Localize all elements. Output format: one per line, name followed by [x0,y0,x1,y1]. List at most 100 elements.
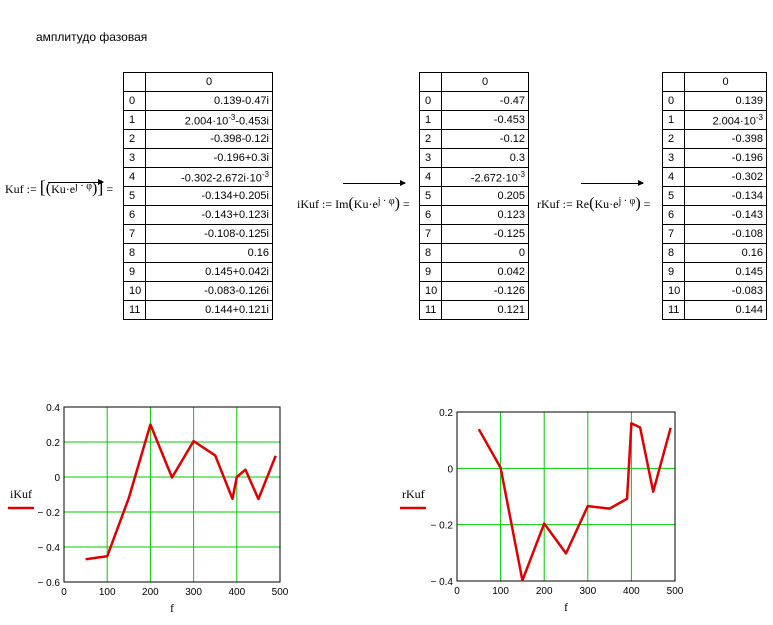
cell-value: -0.108 [684,224,767,244]
cell-value-text: -0.12 [499,133,525,145]
rkuf-lhs: rKuf [537,197,560,211]
cell-value: 0 [441,243,529,263]
cell-value-text: -0.302-2.672i·10 [181,172,262,185]
table-row: 4 -2.672·10-3 [419,167,529,187]
cell-exponent: -3 [228,112,236,122]
cell-value: -2.672·10-3 [441,167,529,187]
table-row: 2 -0.12 [419,129,529,149]
equals-operator: = [643,197,651,211]
x-axis-label: f [564,600,568,614]
cell-value-text: 0.16 [741,247,763,259]
table-row: 2 -0.398-0.12i [123,129,273,149]
cell-value: -0.196 [684,148,767,168]
x-tick-label: 0 [454,586,460,597]
row-index: 9 [662,262,685,282]
rkuf-definition: rKuf := Re(Ku·ej · φ) = [537,195,651,212]
expr-exponent: j · φ [75,181,92,192]
cell-value: 0.145+0.042i [145,262,273,282]
cell-value-text: 0 [518,247,525,259]
rkuf-plot-group: 0 100 200 300 400 500 0.2 0 − 0.2 − 0.4 f rKuf [400,408,684,614]
x-tick-label: 100 [492,586,509,597]
row-index: 10 [419,281,442,301]
x-tick-label: 200 [536,586,553,597]
table-row: 11 0.144 [662,300,767,320]
column-header: 0 [684,72,767,92]
cell-value: 0.3 [441,148,529,168]
kuf-lhs: Kuf [5,182,24,196]
cell-value: -0.196+0.3i [145,148,273,168]
expr-exponent: j · φ [618,196,636,207]
table-row: 11 0.121 [419,300,529,320]
x-tick-label: 300 [185,587,202,598]
cell-value: -0.398 [684,129,767,149]
cell-value: 0.16 [684,243,767,263]
cell-value: -0.134+0.205i [145,186,273,206]
plot-frame [456,411,676,582]
rkuf-result-table: 0 0 0.139 1 2.004·10-3 2 -0.398 3 -0.196 4 -0.302 5… [662,72,767,320]
x-tick-label: 500 [272,587,289,598]
cell-value-text: -0.125 [493,228,525,240]
series-line [477,422,672,582]
cell-value: -0.302 [684,167,767,187]
vectorize-arrow [581,180,644,186]
row-index: 8 [662,243,685,263]
table-row: 4 -0.302-2.672i·10-3 [123,167,273,187]
row-index: 0 [123,91,146,111]
row-index: 7 [419,224,442,244]
row-index: 0 [419,91,442,111]
cell-value: -0.083 [684,281,767,301]
cell-value-text: 0.144+0.121i [205,304,269,316]
cell-value: 2.004·10-3 [684,110,767,130]
cell-value: 0.16 [145,243,273,263]
cell-value-text: -0.108-0.125i [204,228,269,240]
kuf-definition: Kuf := [(Ku·ej · φ)] = [5,177,114,197]
table-row: 10 -0.083 [662,281,767,301]
cell-value: 0.139-0.47i [145,91,273,111]
x-tick-label: 300 [579,586,596,597]
x-tick-label: 400 [228,587,245,598]
cell-value: 0.121 [441,300,529,320]
fn-name: Im [335,197,349,211]
cell-exponent: -3 [261,169,269,179]
vectorize-arrow [48,179,104,185]
cell-value-text: -0.083-0.126i [204,285,269,297]
expr-exponent: j · φ [377,196,395,207]
table-row: 0 -0.47 [419,91,529,111]
row-index: 8 [419,243,442,263]
cell-value-text: 0.121 [497,304,525,316]
cell-value-text: 0.16 [247,247,269,259]
expr-base: Ku·e [51,182,76,196]
x-tick-label: 0 [61,587,67,598]
y-tick-label: − 0.6 [37,578,60,589]
row-index: 11 [662,300,685,320]
y-axis-label: iKuf [10,487,32,501]
row-index: 1 [662,110,685,130]
row-index: 9 [419,262,442,282]
equals-operator: = [403,197,410,211]
table-row: 8 0.16 [662,243,767,263]
cell-value-tail: -0.453i [235,115,269,128]
cell-value: -0.453 [441,110,529,130]
table-row: 6 -0.143 [662,205,767,225]
cell-value: -0.108-0.125i [145,224,273,244]
table-row: 6 0.123 [419,205,529,225]
fn-name: Re [575,197,590,211]
x-tick-label: 400 [623,586,640,597]
assign-operator: := [322,197,333,211]
table-row: 3 0.3 [419,148,529,168]
cell-value-text: -0.108 [731,228,763,240]
row-index: 2 [662,129,685,149]
cell-value: -0.125 [441,224,529,244]
table-row: 1 -0.453 [419,110,529,130]
table-row: 9 0.145 [662,262,767,282]
cell-value-text: 0.042 [497,266,525,278]
table-row: 9 0.145+0.042i [123,262,273,282]
cell-value-text: -0.126 [493,285,525,297]
cell-value-text: 0.205 [497,190,525,202]
vectorize-arrow [343,180,406,186]
row-index: 7 [662,224,685,244]
table-row: 5 -0.134+0.205i [123,186,273,206]
cell-value-text: -0.302 [731,171,763,183]
cell-value: -0.083-0.126i [145,281,273,301]
